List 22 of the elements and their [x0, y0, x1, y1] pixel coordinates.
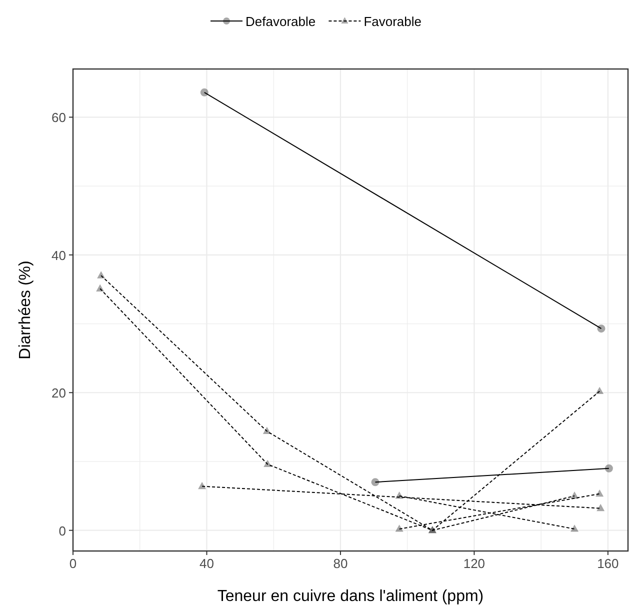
- point: [371, 478, 380, 486]
- point: [200, 88, 208, 96]
- point: [96, 284, 104, 292]
- point: [604, 464, 613, 472]
- x-tick-label: 80: [333, 556, 348, 571]
- point: [264, 460, 272, 468]
- legend-label: Favorable: [364, 14, 422, 29]
- x-tick-label: 160: [597, 556, 619, 571]
- point: [596, 386, 604, 394]
- x-tick-label: 120: [463, 556, 486, 571]
- point: [597, 324, 606, 333]
- x-axis-title: Teneur en cuivre dans l'aliment (ppm): [217, 588, 484, 605]
- x-tick-label: 40: [200, 556, 214, 571]
- x-tick-label: 0: [69, 556, 77, 571]
- y-tick-label: 60: [52, 110, 66, 126]
- y-axis-title: Diarrhées (%): [17, 260, 34, 360]
- point: [262, 426, 271, 434]
- point: [97, 271, 106, 278]
- legend-label: Defavorable: [246, 14, 316, 29]
- y-tick-label: 20: [52, 386, 66, 401]
- y-tick-label: 40: [52, 248, 66, 263]
- y-tick-label: 0: [58, 523, 66, 538]
